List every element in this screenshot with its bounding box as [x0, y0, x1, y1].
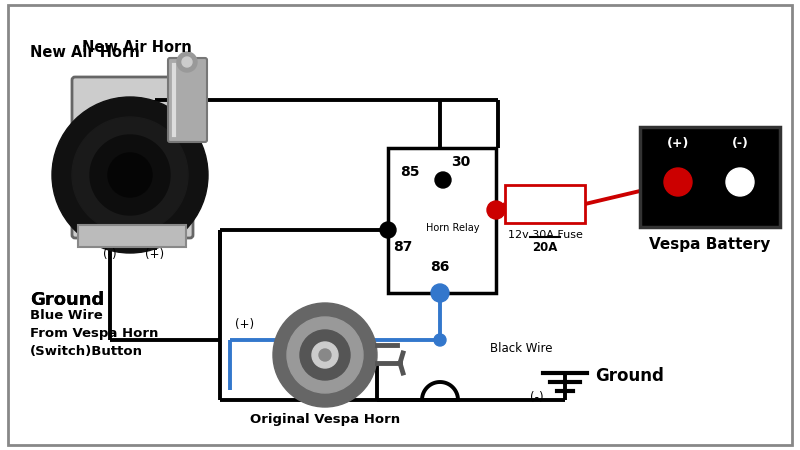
- Text: New Air Horn: New Air Horn: [30, 45, 140, 60]
- Text: New Air Horn: New Air Horn: [82, 40, 192, 55]
- Circle shape: [431, 284, 449, 302]
- Text: (+): (+): [146, 248, 165, 261]
- Circle shape: [319, 349, 331, 361]
- Text: Ground: Ground: [595, 367, 664, 385]
- Circle shape: [300, 330, 350, 380]
- Text: Original Vespa Horn: Original Vespa Horn: [250, 413, 400, 426]
- Text: 86: 86: [430, 260, 450, 274]
- Circle shape: [726, 168, 754, 196]
- Circle shape: [380, 222, 396, 238]
- Circle shape: [434, 334, 446, 346]
- Circle shape: [90, 135, 170, 215]
- Text: (-): (-): [731, 137, 749, 150]
- Text: Black Wire: Black Wire: [490, 342, 553, 355]
- Text: 30: 30: [451, 155, 470, 169]
- Text: Vespa Battery: Vespa Battery: [650, 237, 770, 252]
- Text: 85: 85: [400, 165, 419, 179]
- FancyBboxPatch shape: [168, 58, 207, 142]
- Bar: [640, 127, 780, 227]
- Circle shape: [52, 97, 208, 253]
- Text: Ground: Ground: [30, 291, 104, 309]
- Text: Ground: Ground: [30, 291, 104, 309]
- Circle shape: [664, 168, 692, 196]
- Text: (+): (+): [235, 318, 254, 331]
- Text: (-): (-): [103, 248, 117, 261]
- Text: 20A: 20A: [532, 241, 558, 254]
- Circle shape: [273, 303, 377, 407]
- Text: 87: 87: [393, 240, 412, 254]
- Circle shape: [72, 117, 188, 233]
- Bar: [505, 185, 585, 223]
- Circle shape: [177, 52, 197, 72]
- Circle shape: [287, 317, 363, 393]
- Circle shape: [487, 201, 505, 219]
- Bar: [388, 148, 496, 293]
- Circle shape: [108, 153, 152, 197]
- FancyBboxPatch shape: [78, 225, 186, 247]
- Circle shape: [435, 172, 451, 188]
- FancyBboxPatch shape: [72, 77, 193, 238]
- Circle shape: [312, 342, 338, 368]
- Text: (+): (+): [667, 137, 689, 150]
- Text: Horn Relay: Horn Relay: [426, 223, 479, 233]
- Text: 12v 30A Fuse: 12v 30A Fuse: [507, 230, 582, 240]
- Circle shape: [182, 57, 192, 67]
- Text: (-): (-): [530, 391, 544, 404]
- Text: Blue Wire
From Vespa Horn
(Switch)Button: Blue Wire From Vespa Horn (Switch)Button: [30, 309, 158, 358]
